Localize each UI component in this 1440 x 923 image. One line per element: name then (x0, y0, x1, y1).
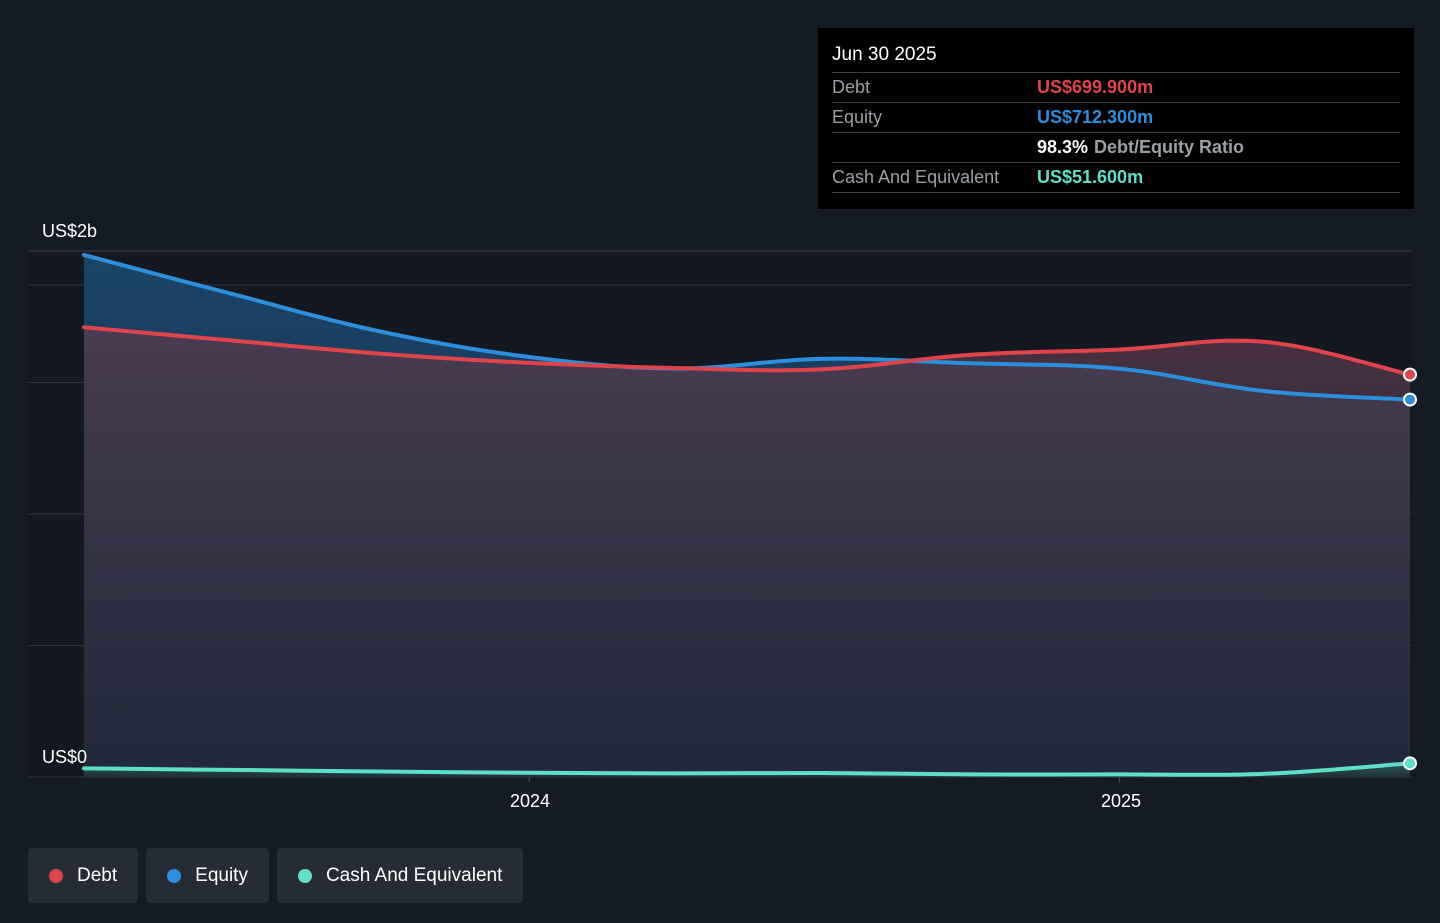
tooltip-ratio-percent: 98.3% (1037, 137, 1089, 157)
tooltip-cash-row: Cash And Equivalent US$51.600m (832, 162, 1400, 193)
equity-line (82, 252, 1412, 402)
tooltip-cash-label: Cash And Equivalent (832, 167, 1000, 187)
debt-area (84, 327, 1410, 777)
equity-end-point[interactable] (1403, 392, 1417, 407)
tooltip-debt-value: US$699.900m (1037, 77, 1154, 97)
tooltip-cash-value: US$51.600m (1037, 167, 1144, 187)
tooltip-ratio-row: 98.3% Debt/Equity Ratio (832, 132, 1400, 162)
data-tooltip: Jun 30 2025 Debt US$699.900m Equity US$7… (818, 28, 1414, 209)
series-lines (82, 252, 1412, 777)
end-markers (1403, 367, 1417, 771)
tooltip-debt-label: Debt (832, 77, 871, 97)
tooltip-date: Jun 30 2025 (832, 44, 937, 65)
x-tick-2024: 2024 (510, 791, 550, 811)
legend-debt-label: Debt (77, 864, 118, 886)
x-tick-2025: 2025 (1101, 791, 1141, 811)
chart-legend: Debt Equity Cash And Equivalent (28, 848, 524, 903)
tooltip-equity-label: Equity (832, 107, 883, 127)
legend-item-cash[interactable]: Cash And Equivalent (276, 848, 524, 903)
cash-end-point[interactable] (1403, 756, 1417, 771)
tooltip-equity-value: US$712.300m (1037, 107, 1154, 127)
legend-item-equity[interactable]: Equity (146, 848, 269, 903)
cash-dot-icon (297, 868, 312, 883)
equity-dot-icon (167, 868, 182, 883)
debt-dot-icon (49, 868, 63, 883)
tooltip-ratio-label: Debt/Equity Ratio (1094, 137, 1245, 157)
y-axis-top-label: US$2b (42, 221, 97, 241)
cash-line (82, 761, 1412, 777)
legend-item-debt[interactable]: Debt (28, 848, 139, 903)
debt-line (82, 325, 1412, 377)
y-axis-bottom-label: US$0 (42, 747, 87, 767)
series-areas (84, 254, 1410, 777)
tooltip-equity-row: Equity US$712.300m (832, 102, 1400, 132)
tooltip-debt-row: Debt US$699.900m (832, 72, 1400, 102)
legend-cash-label: Cash And Equivalent (325, 864, 503, 886)
legend-equity-label: Equity (195, 864, 248, 886)
debt-end-point[interactable] (1403, 367, 1417, 382)
